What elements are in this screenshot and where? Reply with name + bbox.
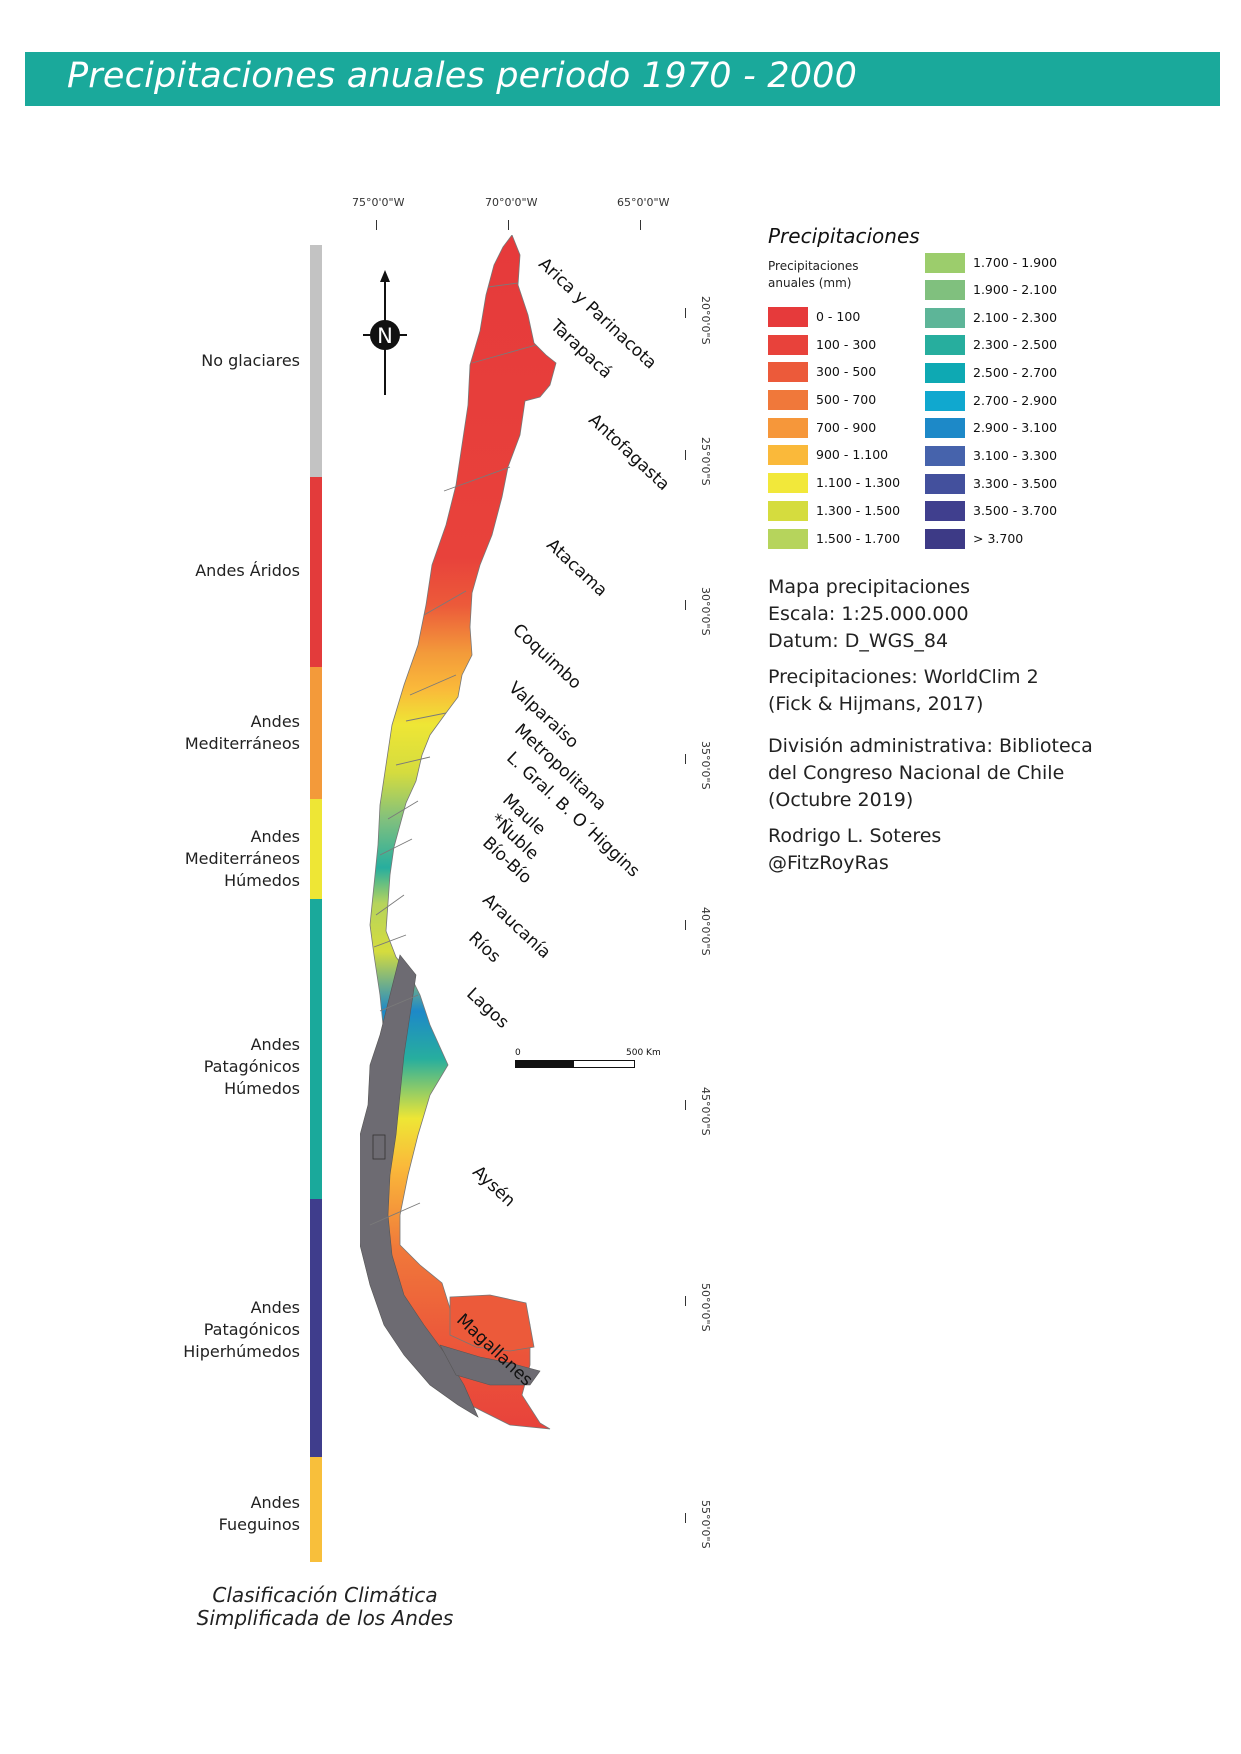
climate-segment-andes-aridos bbox=[310, 477, 322, 667]
climate-label-andes-fueguinos: Andes Fueguinos bbox=[218, 1493, 300, 1534]
longitude-label-65w: 65°0'0"W bbox=[617, 196, 670, 209]
latitude-label-45s: 45°0'0"S bbox=[699, 1087, 712, 1136]
map-metadata: Mapa precipitaciones Escala: 1:25.000.00… bbox=[768, 576, 971, 652]
legend-label: 1.300 - 1.500 bbox=[816, 503, 901, 518]
legend-label: 3.500 - 3.700 bbox=[973, 503, 1058, 518]
legend-swatch bbox=[768, 418, 808, 438]
climate-label-andes-mediterraneos: Andes Mediterráneos bbox=[184, 712, 300, 753]
legend-swatch bbox=[768, 362, 808, 382]
page-title: Precipitaciones anuales periodo 1970 - 2… bbox=[67, 56, 858, 96]
legend-swatch bbox=[768, 307, 808, 327]
legend-swatch bbox=[925, 501, 965, 521]
legend-swatch bbox=[768, 335, 808, 355]
latitude-tick bbox=[685, 1100, 686, 1110]
latitude-label-35s: 35°0'0"S bbox=[699, 741, 712, 790]
climate-label-andes-patagonicos-humedos: Andes Patagónicos Húmedos bbox=[203, 1035, 300, 1098]
legend-label: 1.500 - 1.700 bbox=[816, 531, 901, 546]
legend-label: 1.100 - 1.300 bbox=[816, 475, 901, 490]
latitude-label-50s: 50°0'0"S bbox=[699, 1283, 712, 1332]
latitude-label-40s: 40°0'0"S bbox=[699, 907, 712, 956]
legend-swatch bbox=[925, 529, 965, 549]
latitude-tick bbox=[685, 1513, 686, 1523]
legend-label: 1.900 - 2.100 bbox=[973, 282, 1058, 297]
latitude-tick bbox=[685, 1296, 686, 1306]
legend-label: 3.300 - 3.500 bbox=[973, 476, 1058, 491]
chile-mainland bbox=[369, 235, 557, 1430]
legend-label: 500 - 700 bbox=[816, 392, 877, 407]
scale-bar-end-label: 500 Km bbox=[626, 1048, 661, 1058]
legend-swatch bbox=[925, 446, 965, 466]
legend-title: Precipitaciones bbox=[768, 224, 920, 248]
southern-islands bbox=[439, 1344, 541, 1386]
climate-segment-no-glaciares bbox=[310, 245, 322, 477]
chile-archipelago bbox=[360, 954, 479, 1418]
title-banner: Precipitaciones anuales periodo 1970 - 2… bbox=[25, 52, 1220, 106]
north-arrow-icon: N bbox=[363, 270, 407, 395]
legend-swatch bbox=[768, 473, 808, 493]
legend-swatch bbox=[768, 529, 808, 549]
latitude-tick bbox=[685, 308, 686, 318]
climate-label-andes-mediterraneos-humedos: Andes Mediterráneos Húmedos bbox=[184, 827, 300, 890]
legend-swatch bbox=[768, 390, 808, 410]
climate-label-no-glaciares: No glaciares bbox=[201, 351, 300, 370]
legend-label: 700 - 900 bbox=[816, 420, 877, 435]
legend-swatch bbox=[925, 474, 965, 494]
latitude-tick bbox=[685, 450, 686, 460]
legend-subtitle: Precipitaciones anuales (mm) bbox=[768, 259, 859, 290]
climate-segment-andes-mediterraneos-humedos bbox=[310, 799, 322, 899]
author-credit: Rodrigo L. Soteres @FitzRoyRas bbox=[768, 825, 942, 874]
legend-label: 300 - 500 bbox=[816, 364, 877, 379]
legend-swatch bbox=[768, 445, 808, 465]
latitude-tick bbox=[685, 754, 686, 764]
legend-label: 3.100 - 3.300 bbox=[973, 448, 1058, 463]
precipitation-source: Precipitaciones: WorldClim 2 (Fick & Hij… bbox=[768, 666, 1039, 715]
legend-label: 900 - 1.100 bbox=[816, 447, 889, 462]
inset-box bbox=[372, 1134, 386, 1160]
latitude-tick bbox=[685, 920, 686, 930]
longitude-tick bbox=[508, 220, 509, 230]
legend-swatch bbox=[925, 280, 965, 300]
climate-segment-andes-fueguinos bbox=[310, 1457, 322, 1562]
longitude-tick bbox=[376, 220, 377, 230]
climate-label-andes-aridos: Andes Áridos bbox=[195, 561, 300, 580]
longitude-label-70w: 70°0'0"W bbox=[485, 196, 538, 209]
legend-label: 2.100 - 2.300 bbox=[973, 310, 1058, 325]
legend-label: > 3.700 bbox=[973, 531, 1024, 546]
latitude-label-55s: 55°0'0"S bbox=[699, 1500, 712, 1549]
climate-classification-title: Clasificación Climática Simplificada de … bbox=[196, 1583, 454, 1630]
legend-label: 2.700 - 2.900 bbox=[973, 393, 1058, 408]
legend-swatch bbox=[925, 363, 965, 383]
north-arrow-letter: N bbox=[377, 324, 393, 348]
legend-label: 2.900 - 3.100 bbox=[973, 420, 1058, 435]
climate-segment-andes-mediterraneos bbox=[310, 667, 322, 799]
legend-swatch bbox=[925, 335, 965, 355]
legend-label: 2.300 - 2.500 bbox=[973, 337, 1058, 352]
climate-label-andes-patagonicos-hiperhumedos: Andes Patagónicos Hiperhúmedos bbox=[183, 1298, 300, 1361]
legend-swatch bbox=[925, 391, 965, 411]
tierra-del-fuego bbox=[449, 1294, 535, 1352]
legend-swatch bbox=[925, 253, 965, 273]
chile-precipitation-map bbox=[360, 235, 557, 1430]
legend-label: 0 - 100 bbox=[816, 309, 861, 324]
legend-swatch bbox=[925, 418, 965, 438]
legend-label: 2.500 - 2.700 bbox=[973, 365, 1058, 380]
legend-label: 100 - 300 bbox=[816, 337, 877, 352]
latitude-label-25s: 25°0'0"S bbox=[699, 437, 712, 486]
climate-segment-andes-patagonicos-humedos bbox=[310, 899, 322, 1199]
legend-label: 1.700 - 1.900 bbox=[973, 255, 1058, 270]
latitude-label-30s: 30°0'0"S bbox=[699, 587, 712, 636]
scale-bar-frame bbox=[515, 1060, 635, 1068]
legend-swatch bbox=[925, 308, 965, 328]
legend-swatch bbox=[768, 501, 808, 521]
latitude-tick bbox=[685, 600, 686, 610]
scale-bar-start-label: 0 bbox=[515, 1048, 521, 1058]
longitude-tick bbox=[640, 220, 641, 230]
regional-boundaries bbox=[369, 282, 537, 1226]
longitude-label-75w: 75°0'0"W bbox=[352, 196, 405, 209]
latitude-label-20s: 20°0'0"S bbox=[699, 296, 712, 345]
administrative-source: División administrativa: Biblioteca del … bbox=[768, 735, 1093, 811]
climate-segment-andes-patagonicos-hiperhumedos bbox=[310, 1199, 322, 1457]
scale-bar-fill bbox=[516, 1061, 574, 1067]
